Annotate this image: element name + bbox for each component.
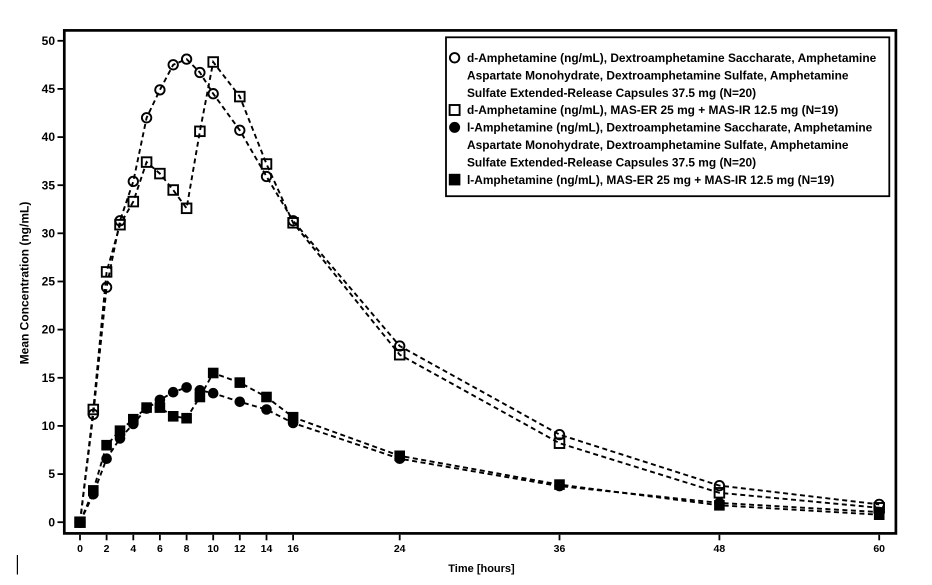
svg-text:10: 10	[207, 543, 219, 555]
svg-text:10: 10	[42, 419, 56, 433]
svg-text:5: 5	[48, 467, 55, 481]
svg-text:48: 48	[714, 543, 726, 555]
svg-text:35: 35	[42, 178, 56, 192]
svg-text:Time [hours]: Time [hours]	[448, 563, 515, 575]
svg-text:12: 12	[234, 543, 246, 555]
svg-text:30: 30	[42, 226, 56, 240]
svg-text:d-Amphetamine (ng/mL), MAS-ER: d-Amphetamine (ng/mL), MAS-ER 25 mg + MA…	[467, 103, 838, 117]
svg-text:24: 24	[394, 543, 406, 555]
svg-text:15: 15	[42, 371, 56, 385]
svg-text:40: 40	[42, 130, 56, 144]
svg-text:l-Amphetamine (ng/mL), MAS-ER: l-Amphetamine (ng/mL), MAS-ER 25 mg + MA…	[467, 173, 834, 187]
svg-text:Sulfate Extended-Release Capsu: Sulfate Extended-Release Capsules 37.5 m…	[467, 155, 756, 169]
svg-text:60: 60	[873, 543, 885, 555]
svg-text:Sulfate Extended-Release Capsu: Sulfate Extended-Release Capsules 37.5 m…	[467, 86, 756, 100]
svg-text:14: 14	[261, 543, 273, 555]
svg-text:0: 0	[48, 515, 55, 529]
svg-text:2: 2	[104, 543, 110, 555]
svg-text:8: 8	[184, 543, 190, 555]
svg-text:l-Amphetamine (ng/mL), Dextroa: l-Amphetamine (ng/mL), Dextroamphetamine…	[467, 121, 873, 135]
svg-text:Aspartate Monohydrate, Dextroa: Aspartate Monohydrate, Dextroamphetamine…	[467, 138, 849, 152]
svg-text:16: 16	[287, 543, 299, 555]
svg-text:6: 6	[157, 543, 163, 555]
svg-text:Aspartate Monohydrate, Dextroa: Aspartate Monohydrate, Dextroamphetamine…	[467, 68, 849, 82]
svg-text:d-Amphetamine (ng/mL), Dextroa: d-Amphetamine (ng/mL), Dextroamphetamine…	[467, 51, 877, 65]
svg-text:36: 36	[554, 543, 566, 555]
svg-text:50: 50	[42, 34, 56, 48]
svg-text:0: 0	[77, 543, 83, 555]
svg-text:45: 45	[42, 82, 56, 96]
svg-text:25: 25	[42, 275, 56, 289]
svg-text:4: 4	[130, 543, 136, 555]
svg-text:20: 20	[42, 323, 56, 337]
svg-text:Mean Concentration (ng/mL): Mean Concentration (ng/mL)	[18, 202, 32, 365]
